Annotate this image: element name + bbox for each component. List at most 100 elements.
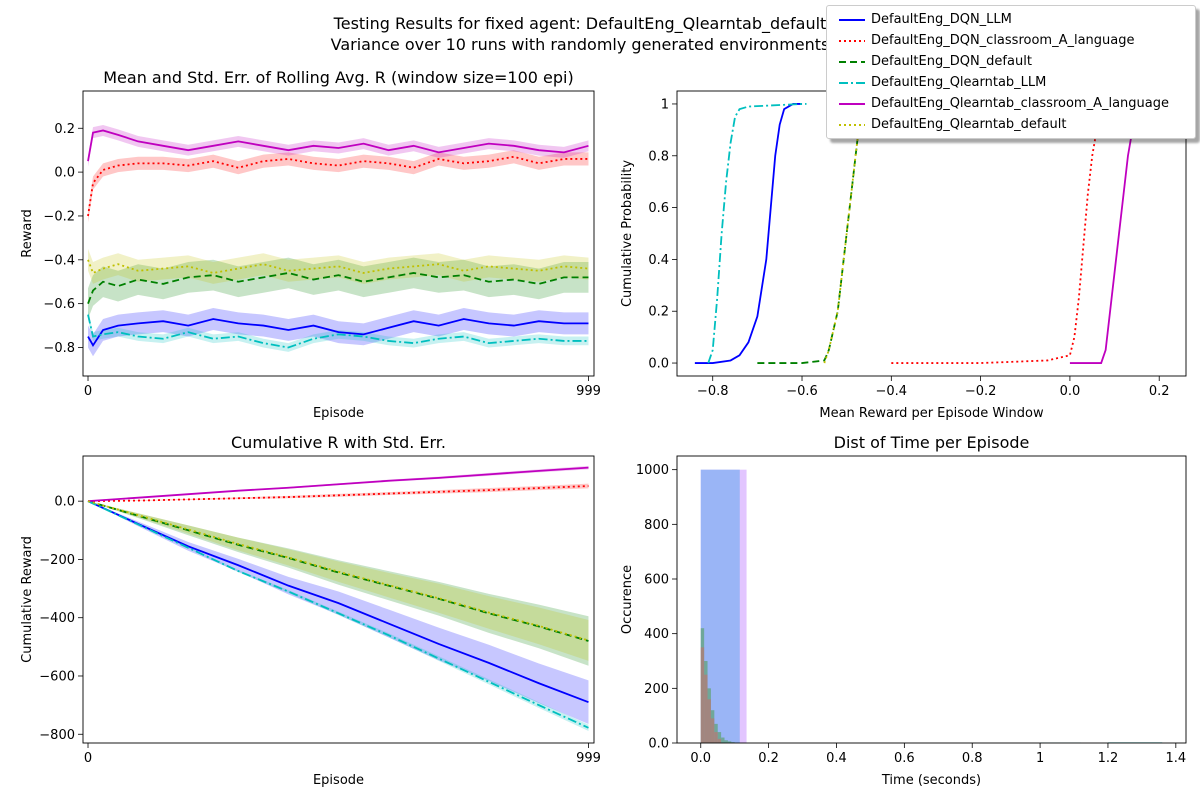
axes-frame <box>82 455 595 744</box>
y-tick-label: 0.2 <box>648 305 669 320</box>
legend-entry: DefaultEng_Qlearntab_classroom_A_languag… <box>827 93 1195 114</box>
band-DefaultEng_DQN_default <box>88 501 589 666</box>
axes-title: Mean and Std. Err. of Rolling Avg. R (wi… <box>103 68 574 87</box>
legend: DefaultEng_DQN_LLM DefaultEng_DQN_classro… <box>826 5 1196 139</box>
line-DefaultEng_Qlearntab_classroom_A_language <box>87 466 589 503</box>
line-DefaultEng_Qlearntab_default <box>87 259 589 275</box>
y-tick-label: −200 <box>39 553 75 568</box>
legend-entry: DefaultEng_Qlearntab_LLM <box>827 72 1195 93</box>
band-DefaultEng_Qlearntab_default <box>88 248 589 284</box>
band-DefaultEng_DQN_classroom_A_language <box>88 483 589 502</box>
x-tick-label: −0.6 <box>786 384 818 399</box>
y-axis-label: Cumulative Reward <box>20 536 35 663</box>
x-tick-label: 1.4 <box>1165 751 1186 766</box>
y-tick-label: 0.4 <box>648 253 669 268</box>
x-axis-label: Time (seconds) <box>881 773 981 788</box>
y-tick-label: −600 <box>39 669 75 684</box>
line-DefaultEng_Qlearntab_LLM <box>87 500 589 729</box>
y-tick-label: 1 <box>661 97 669 112</box>
plot-area <box>87 465 589 732</box>
y-tick-label: 1000 <box>636 463 669 478</box>
x-tick-label: −0.4 <box>876 384 908 399</box>
legend-entry: DefaultEng_DQN_default <box>827 51 1195 72</box>
line-DefaultEng_DQN_default <box>87 500 589 642</box>
x-axis-label: Episode <box>313 773 364 788</box>
cdf-DefaultEng_Qlearntab_LLM <box>707 103 807 364</box>
band-DefaultEng_DQN_classroom_A_language <box>88 150 589 223</box>
y-tick-label: 0.8 <box>648 149 669 164</box>
legend-label: DefaultEng_Qlearntab_LLM <box>871 75 1047 90</box>
legend-label: DefaultEng_DQN_LLM <box>871 12 1012 27</box>
y-tick-label: 0.2 <box>54 122 75 137</box>
y-tick-label: −0.4 <box>43 253 75 268</box>
line-DefaultEng_DQN_classroom_A_language <box>87 485 589 503</box>
y-tick-label: −0.8 <box>43 341 75 356</box>
legend-swatch <box>839 82 865 84</box>
axes-title: Cumulative R with Std. Err. <box>231 433 446 452</box>
y-tick-label: 0.6 <box>648 201 669 216</box>
y-tick-label: 0.0 <box>648 357 669 372</box>
figure-subtitle: Variance over 10 runs with randomly gene… <box>330 35 830 54</box>
hist-bar-green <box>704 661 708 743</box>
y-tick-label: −400 <box>39 611 75 626</box>
line-DefaultEng_DQN_LLM <box>87 500 589 704</box>
band-DefaultEng_Qlearntab_classroom_A_language <box>88 124 589 167</box>
x-tick-label: 0.4 <box>826 751 847 766</box>
hist-bar-green <box>700 628 705 743</box>
hist-bar-red <box>710 718 715 743</box>
axes-1: 0 999 −0.8 −0.6 −0.4 −0.2 0.0 0.2 Mean and Std. … <box>20 68 601 421</box>
legend-label: DefaultEng_DQN_default <box>871 54 1032 69</box>
x-tick-label: 0.2 <box>758 751 779 766</box>
x-tick-label: −0.2 <box>965 384 997 399</box>
y-tick-label: −800 <box>39 728 75 743</box>
y-tick-label: 0.0 <box>648 737 669 752</box>
y-tick-label: −0.2 <box>43 209 75 224</box>
x-tick-label: 0.0 <box>690 751 711 766</box>
hist-bar-red <box>707 699 711 743</box>
x-tick-label: 1 <box>1036 751 1044 766</box>
x-tick-label: 0.2 <box>1149 384 1170 399</box>
x-axis-label: Episode <box>313 406 364 421</box>
legend-swatch <box>839 40 865 42</box>
hist-bar-green <box>721 737 725 743</box>
band-DefaultEng_Qlearntab_LLM <box>88 310 589 352</box>
legend-entry: DefaultEng_DQN_classroom_A_language <box>827 30 1195 51</box>
cdf-DefaultEng_Qlearntab_classroom_A_language <box>1069 129 1134 364</box>
y-axis-label: Reward <box>20 209 35 257</box>
x-tick-label: 999 <box>576 751 601 766</box>
figure-title: Testing Results for fixed agent: Default… <box>333 14 827 33</box>
y-tick-label: 0.0 <box>54 495 75 510</box>
hist-bar-green <box>714 723 718 743</box>
y-tick-label: 400 <box>644 627 669 642</box>
axes-frame <box>676 455 1187 744</box>
axes-title: Dist of Time per Episode <box>834 433 1030 452</box>
y-tick-label: 0.0 <box>54 166 75 181</box>
y-tick-label: 800 <box>644 518 669 533</box>
cdf-DefaultEng_DQN_classroom_A_language <box>891 111 1103 364</box>
legend-entry: DefaultEng_Qlearntab_default <box>827 114 1195 135</box>
x-tick-label: 999 <box>576 384 601 399</box>
legend-entry: DefaultEng_DQN_LLM <box>827 9 1195 30</box>
y-tick-label: 600 <box>644 573 669 588</box>
line-DefaultEng_DQN_classroom_A_language <box>87 155 589 217</box>
y-tick-label: −0.6 <box>43 297 75 312</box>
cdf-DefaultEng_DQN_LLM <box>694 103 803 364</box>
cdf-DefaultEng_DQN_default <box>757 103 866 364</box>
hist-bar-red <box>700 647 705 743</box>
x-tick-label: 0.8 <box>962 751 983 766</box>
line-DefaultEng_DQN_default <box>87 272 589 304</box>
hist-bar-green <box>724 740 728 743</box>
x-axis-label: Mean Reward per Episode Window <box>819 406 1044 421</box>
legend-label: DefaultEng_Qlearntab_classroom_A_languag… <box>871 96 1170 111</box>
cdf-DefaultEng_Qlearntab_default <box>823 103 866 364</box>
legend-label: DefaultEng_DQN_classroom_A_language <box>871 33 1135 48</box>
axes-3: 0 999 −800 −600 −400 −200 0.0 Cumulative R with… <box>20 433 601 788</box>
hist-bar-green <box>707 688 711 743</box>
y-axis-label: Occurence <box>620 565 635 634</box>
x-tick-label: 0 <box>84 751 92 766</box>
x-tick-label: 0.0 <box>1060 384 1081 399</box>
y-axis-label: Cumulative Probability <box>620 160 635 307</box>
legend-swatch <box>839 103 865 105</box>
line-DefaultEng_Qlearntab_classroom_A_language <box>87 129 589 162</box>
